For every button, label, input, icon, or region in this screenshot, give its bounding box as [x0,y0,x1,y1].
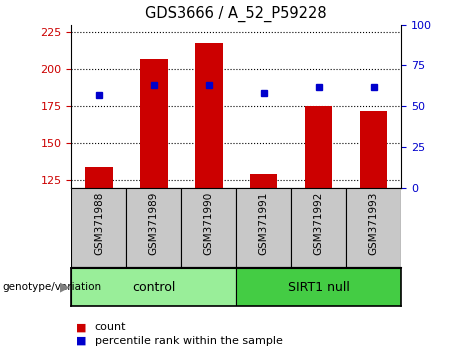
Title: GDS3666 / A_52_P59228: GDS3666 / A_52_P59228 [146,6,327,22]
Text: ■: ■ [76,322,87,332]
Text: percentile rank within the sample: percentile rank within the sample [95,336,283,346]
Text: ▶: ▶ [60,281,70,293]
Bar [250,174,278,188]
Bar [195,42,223,188]
Bar [360,111,387,188]
Bar [346,188,401,267]
Bar [140,59,168,188]
Text: GSM371992: GSM371992 [313,192,324,255]
Bar [85,167,112,188]
Bar [71,188,126,267]
Bar [236,188,291,267]
Text: GSM371991: GSM371991 [259,192,269,255]
Bar [236,268,401,306]
Text: GSM371993: GSM371993 [369,192,378,255]
Bar [126,188,181,267]
Text: SIRT1 null: SIRT1 null [288,281,349,293]
Text: GSM371990: GSM371990 [204,192,214,255]
Bar [71,268,236,306]
Text: genotype/variation: genotype/variation [2,282,101,292]
Text: ■: ■ [76,336,87,346]
Text: count: count [95,322,126,332]
Bar [291,188,346,267]
Text: control: control [132,281,176,293]
Bar [181,188,236,267]
Text: GSM371989: GSM371989 [149,192,159,255]
Text: GSM371988: GSM371988 [94,192,104,255]
Bar [305,106,332,188]
